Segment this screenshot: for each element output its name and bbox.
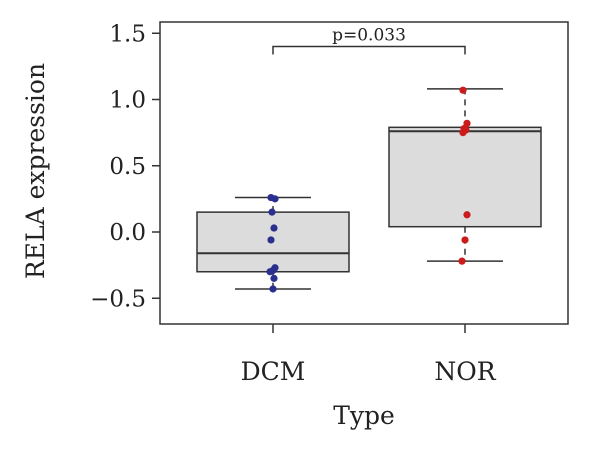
- data-point-nor: [463, 119, 471, 127]
- x-tick-label-nor: NOR: [434, 357, 496, 386]
- x-axis-label: Type: [333, 401, 395, 430]
- data-point-dcm: [271, 195, 279, 203]
- points-layer: [266, 86, 471, 293]
- y-axis-label: RELA expression: [21, 63, 50, 279]
- p-value-annotation: p=0.033: [332, 26, 406, 46]
- data-point-nor: [461, 236, 469, 244]
- y-tick-label: 0.0: [109, 220, 146, 246]
- y-axis: −0.5 0.0 0.5 1.0 1.5: [90, 21, 160, 312]
- y-tick-label: 1.0: [109, 88, 146, 114]
- significance-bracket: [272, 45, 466, 55]
- y-tick-label: 0.5: [109, 154, 146, 180]
- data-point-dcm: [269, 285, 277, 293]
- data-point-nor: [458, 257, 466, 265]
- data-point-dcm: [267, 236, 275, 244]
- plot-area-frame: [159, 21, 569, 325]
- iqr-box: [388, 126, 542, 228]
- data-point-dcm: [266, 268, 274, 276]
- x-axis: DCM NOR: [241, 324, 497, 386]
- data-point-nor: [459, 129, 467, 137]
- annotation-layer: p=0.033: [272, 26, 466, 55]
- boxes-layer: [196, 88, 542, 290]
- x-tick-label-dcm: DCM: [241, 357, 306, 386]
- data-point-dcm: [268, 208, 276, 216]
- y-tick-label: −0.5: [90, 286, 146, 312]
- data-point-nor: [463, 211, 471, 219]
- y-tick-label: 1.5: [109, 21, 146, 47]
- data-point-nor: [459, 86, 467, 94]
- data-point-dcm: [270, 224, 278, 232]
- data-point-dcm: [270, 274, 278, 282]
- box-nor: [388, 88, 542, 262]
